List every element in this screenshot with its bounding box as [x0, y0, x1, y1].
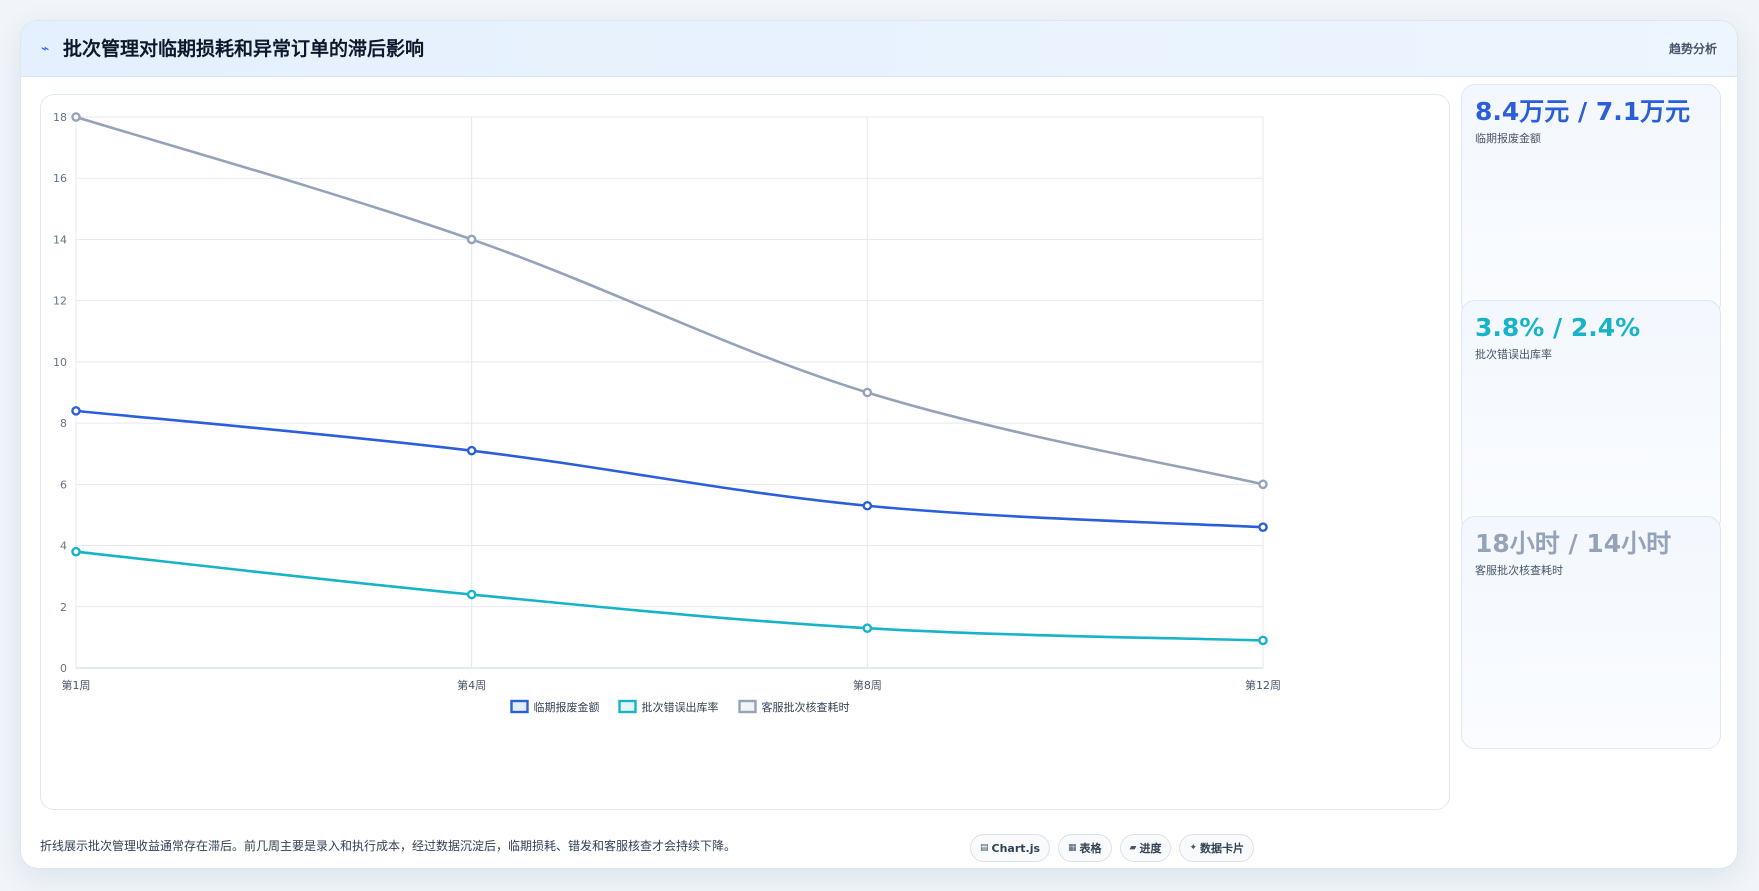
series-line: [75, 550, 1264, 642]
legend-swatch: [510, 699, 529, 714]
trend-analysis-tag: 趋势分析: [1668, 42, 1717, 56]
data-point: [71, 546, 81, 557]
legend-label: 临期报废金额: [534, 700, 600, 714]
x-tick-label: 第4周: [457, 678, 486, 692]
y-tick-label: 14: [53, 233, 67, 246]
data-point: [466, 589, 477, 600]
y-tick-label: 8: [60, 417, 67, 430]
tag-label: 表格: [1079, 842, 1102, 855]
tag-table[interactable]: ▦ 表格: [1058, 834, 1112, 862]
tag-label: 进度: [1139, 842, 1162, 855]
data-point: [71, 406, 81, 416]
data-point: [862, 387, 873, 398]
legend-swatch: [618, 699, 637, 714]
y-tick-label: 4: [60, 540, 67, 553]
data-point: [1258, 479, 1268, 490]
data-point: [71, 112, 81, 122]
data-point: [1258, 635, 1268, 646]
y-tick-label: 6: [60, 478, 67, 491]
tag-data-card[interactable]: ✦ 数据卡片: [1179, 834, 1255, 862]
table-icon: ▦: [1068, 843, 1077, 853]
chart-icon: ▤: [980, 843, 989, 853]
data-point: [466, 234, 477, 245]
footnote: 折线展示批次管理收益通常存在滞后。前几周主要是录入和执行成本，经过数据沉淀后，临…: [40, 839, 737, 853]
chart-panel: 0 2 4 6 8 10 12 14 16 18 第1周 第4周 第8周 第12周临期报废金额 批次错误出库…: [40, 94, 1450, 810]
y-tick-label: 10: [53, 356, 67, 369]
kpi-value: 8.4万元 / 7.1万元: [1475, 97, 1691, 126]
y-tick-label: 16: [53, 172, 67, 185]
kpi-value: 18小时 / 14小时: [1475, 529, 1672, 558]
y-tick-label: 12: [53, 295, 67, 308]
data-point: [1258, 522, 1268, 532]
tag-progress[interactable]: ▰ 进度: [1119, 834, 1172, 862]
kpi-label: 批次错误出库率: [1475, 348, 1552, 361]
series-line: [75, 115, 1264, 486]
kpi-value: 3.8% / 2.4%: [1475, 313, 1641, 342]
kpi-card-error-rate: 3.8% / 2.4% 批次错误出库率: [1461, 300, 1721, 533]
chart-card: ⌁ 批次管理对临期损耗和异常订单的滞后影响 趋势分析 0 2 4 6 8 10 12 14 16…: [20, 20, 1738, 869]
x-tick-label: 第8周: [853, 678, 882, 692]
x-tick-label: 第12周: [1245, 678, 1281, 692]
legend-label: 客服批次核查耗时: [762, 700, 850, 714]
y-tick-label: 18: [53, 111, 67, 124]
legend-label: 批次错误出库率: [642, 700, 719, 714]
data-point: [466, 445, 477, 456]
tag-chartjs[interactable]: ▤ Chart.js: [970, 834, 1051, 862]
data-point: [862, 623, 873, 634]
data-point: [862, 500, 873, 511]
trend-line-icon: ⌁: [41, 41, 50, 57]
tag-list: ▤ Chart.js ▦ 表格 ▰ 进度 ✦ 数据卡片: [970, 834, 1255, 862]
card-header: ⌁ 批次管理对临期损耗和异常订单的滞后影响 趋势分析: [21, 21, 1737, 77]
x-tick-label: 第1周: [62, 678, 91, 692]
kpi-label: 客服批次核查耗时: [1475, 564, 1563, 577]
page-title: 批次管理对临期损耗和异常订单的滞后影响: [63, 38, 425, 60]
tag-label: Chart.js: [991, 841, 1041, 855]
kpi-card-check-time: 18小时 / 14小时 客服批次核查耗时: [1461, 516, 1721, 749]
card-icon: ✦: [1189, 843, 1198, 853]
series-line: [75, 409, 1264, 529]
legend-swatch: [738, 699, 757, 714]
y-tick-label: 2: [60, 601, 67, 614]
tag-label: 数据卡片: [1200, 842, 1245, 855]
kpi-label: 临期报废金额: [1475, 132, 1541, 145]
y-tick-label: 0: [60, 662, 67, 675]
progress-icon: ▰: [1129, 843, 1137, 853]
kpi-card-scrap-amount: 8.4万元 / 7.1万元 临期报废金额: [1461, 84, 1721, 317]
